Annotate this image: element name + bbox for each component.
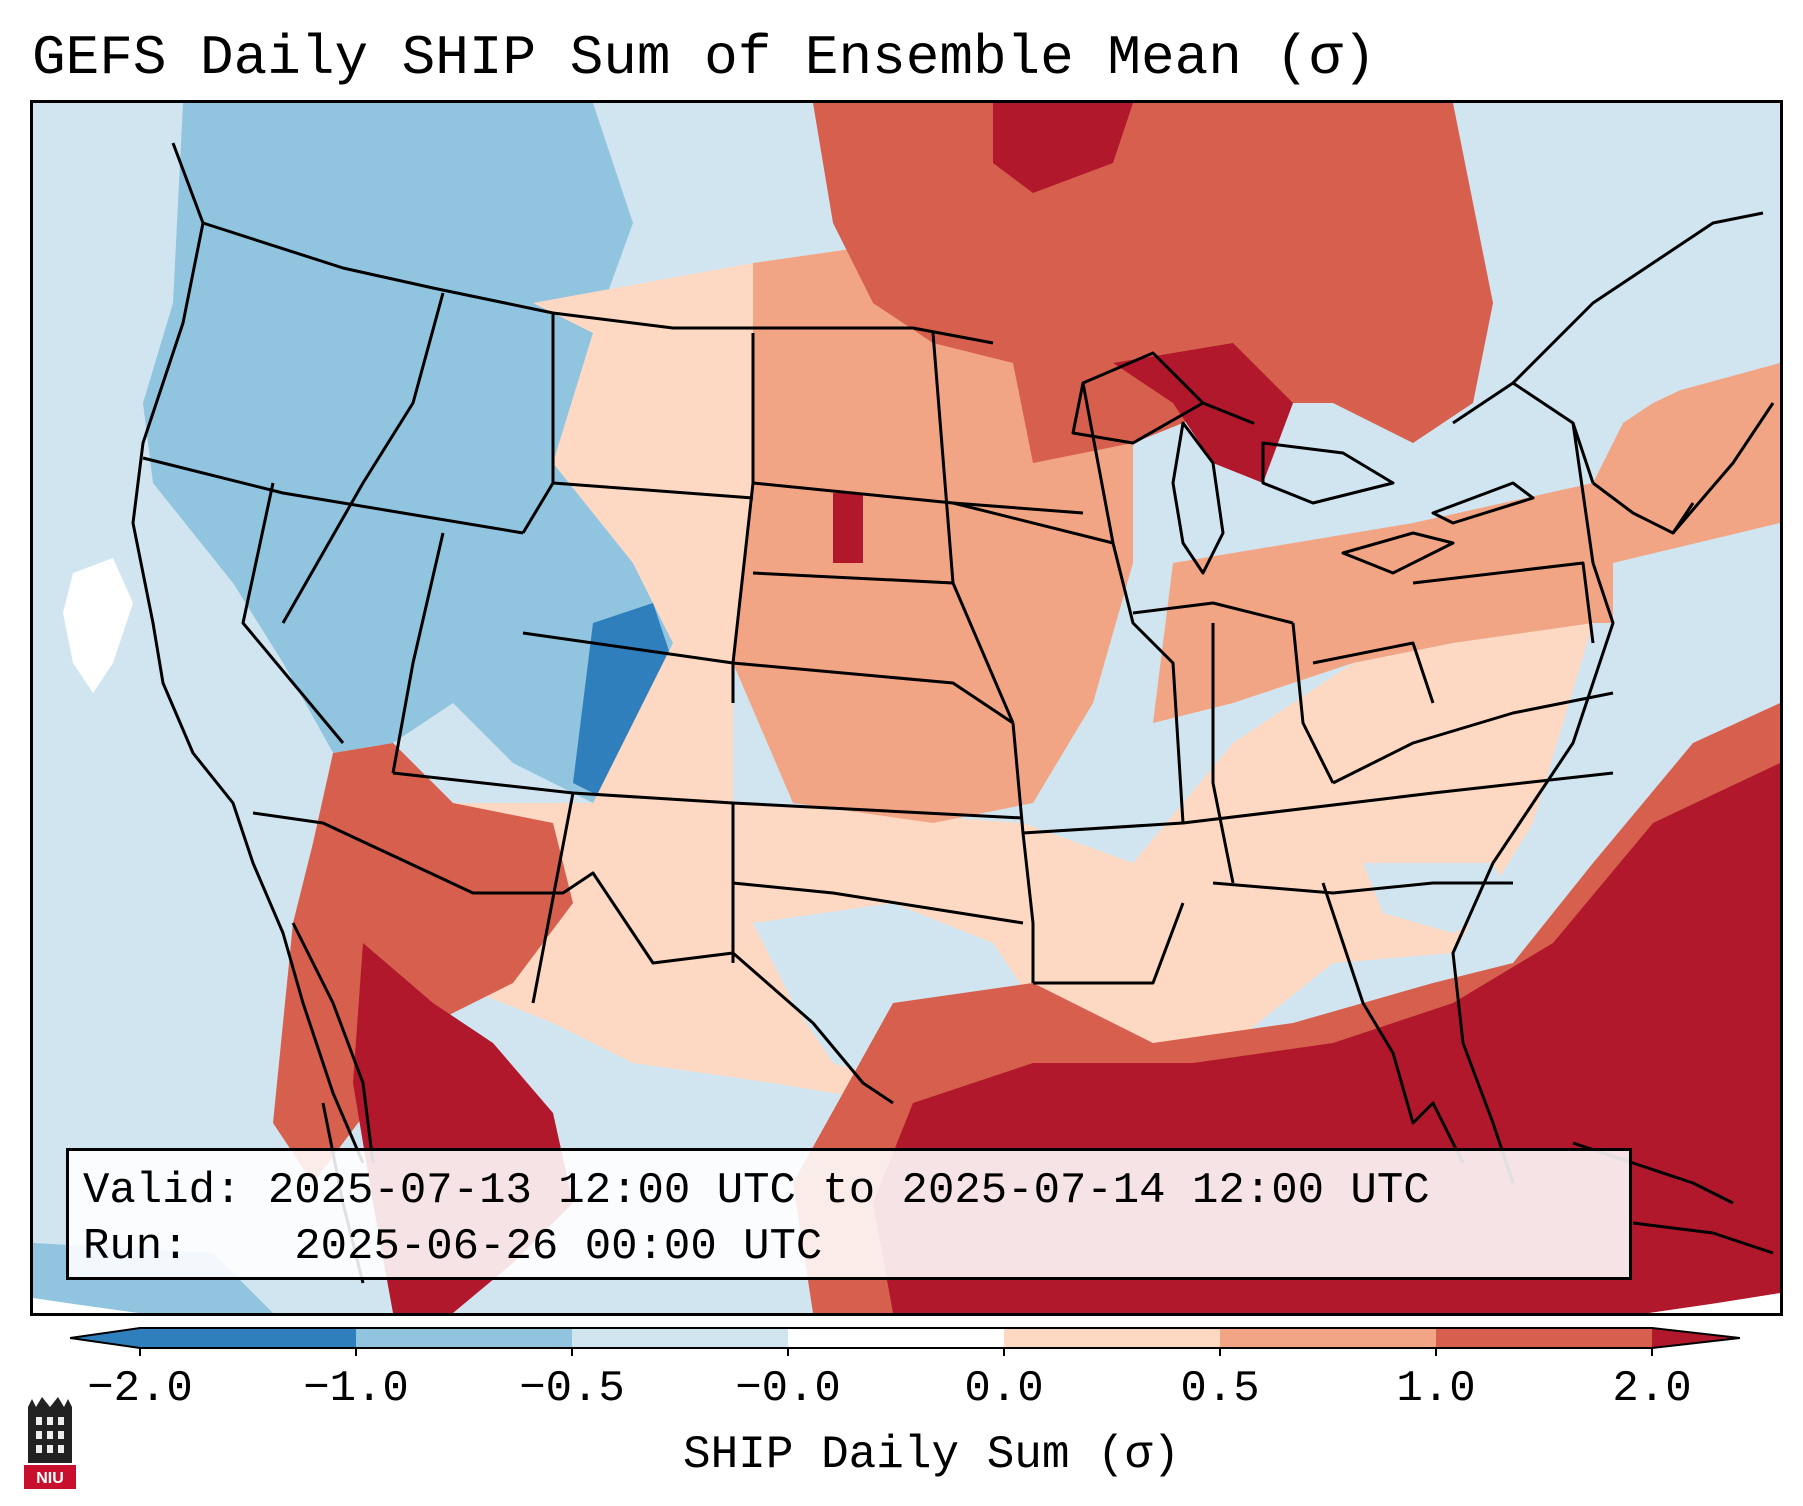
colorbar-segment — [356, 1328, 572, 1348]
northeast-light-blue — [1553, 103, 1780, 443]
colorbar-tick-label: 0.0 — [964, 1364, 1044, 1414]
colorbar-segment — [788, 1328, 1004, 1348]
southwest-dark-red — [273, 743, 573, 1183]
colorbar-extend-high — [1652, 1328, 1740, 1348]
colorbar-tick-label: −0.0 — [735, 1364, 841, 1414]
colorbar-segment — [140, 1328, 356, 1348]
logo-tower-icon — [28, 1397, 72, 1463]
east-mid-red — [1153, 363, 1780, 723]
valid-run-info-box: Valid: 2025-07-13 12:00 UTC to 2025-07-1… — [66, 1148, 1632, 1280]
north-dark-red — [813, 103, 1493, 463]
colorbar-segment — [572, 1328, 788, 1348]
colorbar-tick-label: 2.0 — [1612, 1364, 1692, 1414]
great-lakes-deepest-red — [1113, 343, 1293, 483]
colorbar-label-text: SHIP Daily Sum (σ) — [683, 1429, 1180, 1481]
southeast-light-blue — [1363, 863, 1513, 933]
colorbar-tick-label: −1.0 — [303, 1364, 409, 1414]
map-title: GEFS Daily SHIP Sum of Ensemble Mean (σ) — [32, 26, 1377, 90]
canada-deepest-red — [993, 103, 1133, 193]
plains-light-red — [363, 263, 1593, 1103]
run-line: Run: 2025-06-26 00:00 UTC — [83, 1219, 1615, 1275]
colorbar-axis-label: SHIP Daily Sum (σ) — [0, 1428, 1803, 1482]
colorbar-segment — [1220, 1328, 1436, 1348]
valid-value: 2025-07-13 12:00 UTC to 2025-07-14 12:00… — [267, 1166, 1430, 1216]
niu-logo: NIU — [24, 1397, 76, 1489]
dakota-deepest-red — [833, 493, 863, 563]
colorbar — [70, 1327, 1740, 1356]
map-panel — [30, 100, 1783, 1316]
valid-line: Valid: 2025-07-13 12:00 UTC to 2025-07-1… — [83, 1163, 1615, 1219]
colorbar-tick-label: 0.5 — [1180, 1364, 1260, 1414]
atlantic-light-blue — [1613, 523, 1780, 703]
valid-label: Valid: — [83, 1166, 242, 1216]
nw-blue-region — [143, 103, 673, 803]
colorbar-ticks — [139, 1348, 1653, 1356]
colorbar-tick-label: −0.5 — [519, 1364, 625, 1414]
colorbar-segment — [1004, 1328, 1220, 1348]
colorbar-tick-label: 1.0 — [1396, 1364, 1476, 1414]
colorbar-segment — [1436, 1328, 1652, 1348]
colorbar-extend-low — [70, 1328, 140, 1348]
run-value: 2025-06-26 00:00 UTC — [294, 1222, 823, 1272]
logo-red-banner — [24, 1465, 76, 1489]
california-coast-white — [63, 558, 133, 693]
logo-text: NIU — [36, 1470, 64, 1487]
ship-anomaly-map — [33, 103, 1780, 1313]
colorbar-tick-label: −2.0 — [87, 1364, 193, 1414]
run-label: Run: — [83, 1222, 189, 1272]
state-boundaries — [131, 142, 1775, 1284]
west-light-blue — [133, 483, 333, 803]
